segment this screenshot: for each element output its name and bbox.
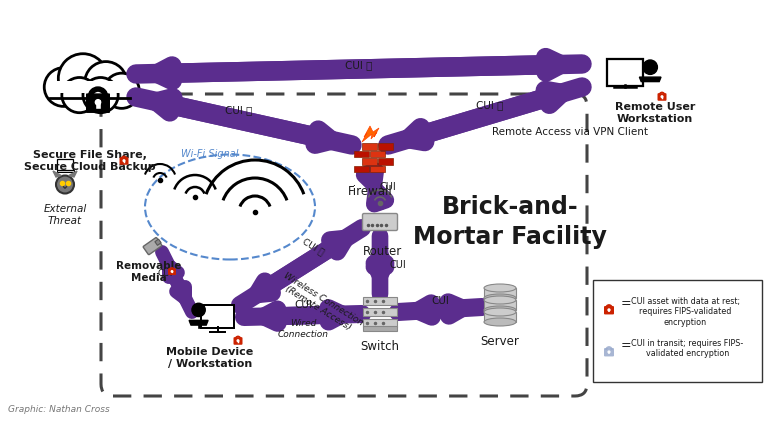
FancyBboxPatch shape [57, 170, 74, 172]
FancyBboxPatch shape [120, 157, 128, 165]
Text: CUI 🔒: CUI 🔒 [225, 105, 253, 115]
FancyBboxPatch shape [363, 308, 397, 316]
Polygon shape [53, 171, 61, 177]
FancyBboxPatch shape [143, 238, 162, 254]
Circle shape [171, 271, 173, 272]
FancyBboxPatch shape [607, 59, 643, 86]
Circle shape [123, 160, 125, 162]
Text: Firewall: Firewall [348, 185, 392, 198]
Text: Wired
Connection: Wired Connection [277, 319, 329, 339]
FancyBboxPatch shape [363, 326, 397, 331]
FancyBboxPatch shape [362, 143, 377, 150]
Polygon shape [69, 171, 77, 177]
FancyBboxPatch shape [378, 158, 392, 165]
Circle shape [237, 340, 239, 341]
Polygon shape [49, 81, 131, 93]
FancyBboxPatch shape [201, 305, 233, 328]
FancyBboxPatch shape [155, 239, 161, 245]
FancyBboxPatch shape [57, 159, 73, 170]
FancyBboxPatch shape [101, 94, 587, 396]
FancyBboxPatch shape [363, 297, 397, 305]
Text: CUI: CUI [390, 260, 407, 270]
FancyBboxPatch shape [484, 300, 516, 310]
Text: CUI: CUI [431, 296, 449, 306]
Circle shape [104, 73, 139, 108]
FancyBboxPatch shape [593, 280, 762, 382]
Text: Removable
Media: Removable Media [116, 261, 182, 283]
Text: Wi-Fi Signal: Wi-Fi Signal [181, 149, 239, 159]
Text: Server: Server [481, 335, 519, 348]
FancyBboxPatch shape [363, 319, 397, 327]
Text: CUI 🔒: CUI 🔒 [346, 60, 372, 70]
FancyBboxPatch shape [604, 348, 614, 357]
Circle shape [58, 54, 108, 103]
FancyBboxPatch shape [657, 93, 667, 101]
Text: Brick-and-
Mortar Facility: Brick-and- Mortar Facility [413, 195, 607, 249]
Ellipse shape [484, 296, 516, 304]
Circle shape [643, 60, 657, 74]
Circle shape [62, 78, 97, 113]
FancyBboxPatch shape [369, 166, 385, 172]
FancyBboxPatch shape [354, 151, 369, 157]
FancyBboxPatch shape [484, 288, 516, 298]
Polygon shape [640, 77, 661, 81]
Text: External
Threat: External Threat [43, 204, 87, 226]
FancyBboxPatch shape [369, 151, 385, 157]
Circle shape [56, 176, 74, 194]
Text: CUI in transit; requires FIPS-
validated encryption: CUI in transit; requires FIPS- validated… [631, 339, 743, 358]
Ellipse shape [484, 308, 516, 316]
Text: =: = [621, 340, 631, 352]
Polygon shape [189, 320, 208, 325]
Text: CUI: CUI [157, 269, 173, 278]
Text: Router: Router [363, 245, 402, 258]
Text: Graphic: Nathan Cross: Graphic: Nathan Cross [8, 405, 110, 414]
Text: CUI: CUI [294, 300, 312, 309]
FancyBboxPatch shape [604, 306, 614, 314]
FancyBboxPatch shape [354, 166, 369, 172]
Circle shape [84, 62, 127, 104]
Ellipse shape [484, 294, 516, 302]
Circle shape [608, 309, 610, 311]
FancyBboxPatch shape [168, 268, 176, 275]
Text: CUI 🔒: CUI 🔒 [300, 236, 326, 257]
Circle shape [95, 100, 101, 105]
Text: CUI asset with data at rest;
requires FIPS-validated
encryption: CUI asset with data at rest; requires FI… [631, 297, 740, 327]
Circle shape [608, 351, 610, 353]
FancyBboxPatch shape [233, 337, 243, 345]
Text: Wireless Connection
(Remote Access): Wireless Connection (Remote Access) [276, 271, 365, 337]
FancyBboxPatch shape [378, 143, 392, 150]
Text: Secure File Share,
Secure Cloud Backup: Secure File Share, Secure Cloud Backup [24, 150, 156, 172]
Circle shape [661, 96, 663, 97]
Text: Remote Access via VPN Client: Remote Access via VPN Client [492, 127, 648, 137]
FancyBboxPatch shape [86, 93, 110, 113]
Text: Switch: Switch [360, 340, 399, 353]
Text: =: = [621, 298, 631, 311]
Circle shape [45, 68, 83, 106]
FancyBboxPatch shape [362, 214, 398, 230]
Text: CUI: CUI [380, 182, 397, 192]
Polygon shape [362, 126, 379, 142]
Ellipse shape [484, 306, 516, 314]
Circle shape [192, 303, 205, 316]
Ellipse shape [484, 318, 516, 326]
Circle shape [83, 78, 118, 113]
Ellipse shape [484, 284, 516, 292]
Text: Mobile Device
/ Workstation: Mobile Device / Workstation [167, 347, 253, 368]
Text: Remote User
Workstation: Remote User Workstation [615, 102, 695, 124]
FancyBboxPatch shape [362, 158, 377, 165]
Polygon shape [48, 86, 132, 103]
FancyBboxPatch shape [484, 312, 516, 322]
Text: CUI 🔒: CUI 🔒 [476, 100, 504, 110]
